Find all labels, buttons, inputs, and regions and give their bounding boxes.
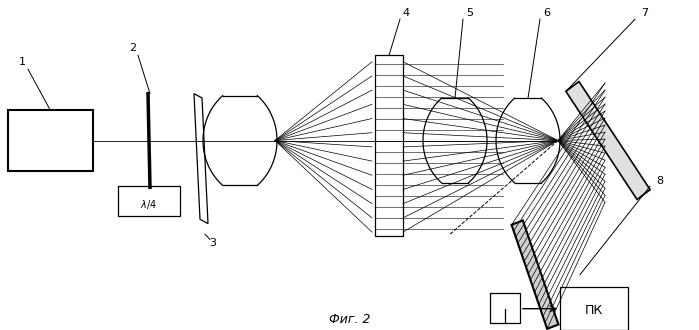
Text: 5: 5 [466,8,473,18]
Text: 3: 3 [210,238,217,248]
Polygon shape [512,220,559,329]
Text: 7: 7 [642,8,649,18]
Text: ПК: ПК [585,304,603,317]
Text: 4: 4 [403,8,410,18]
Bar [118,186,180,216]
Bar [560,287,628,330]
Bar [375,55,403,236]
Text: 2: 2 [129,43,136,53]
Text: $\lambda$/4: $\lambda$/4 [140,198,157,211]
Bar [490,293,520,322]
Text: 8: 8 [656,176,663,186]
Polygon shape [194,94,208,223]
Text: Фиг. 2: Фиг. 2 [329,313,370,326]
Polygon shape [566,82,650,199]
Text: 6: 6 [544,8,551,18]
Text: 1: 1 [18,57,25,67]
Bar [8,110,93,171]
